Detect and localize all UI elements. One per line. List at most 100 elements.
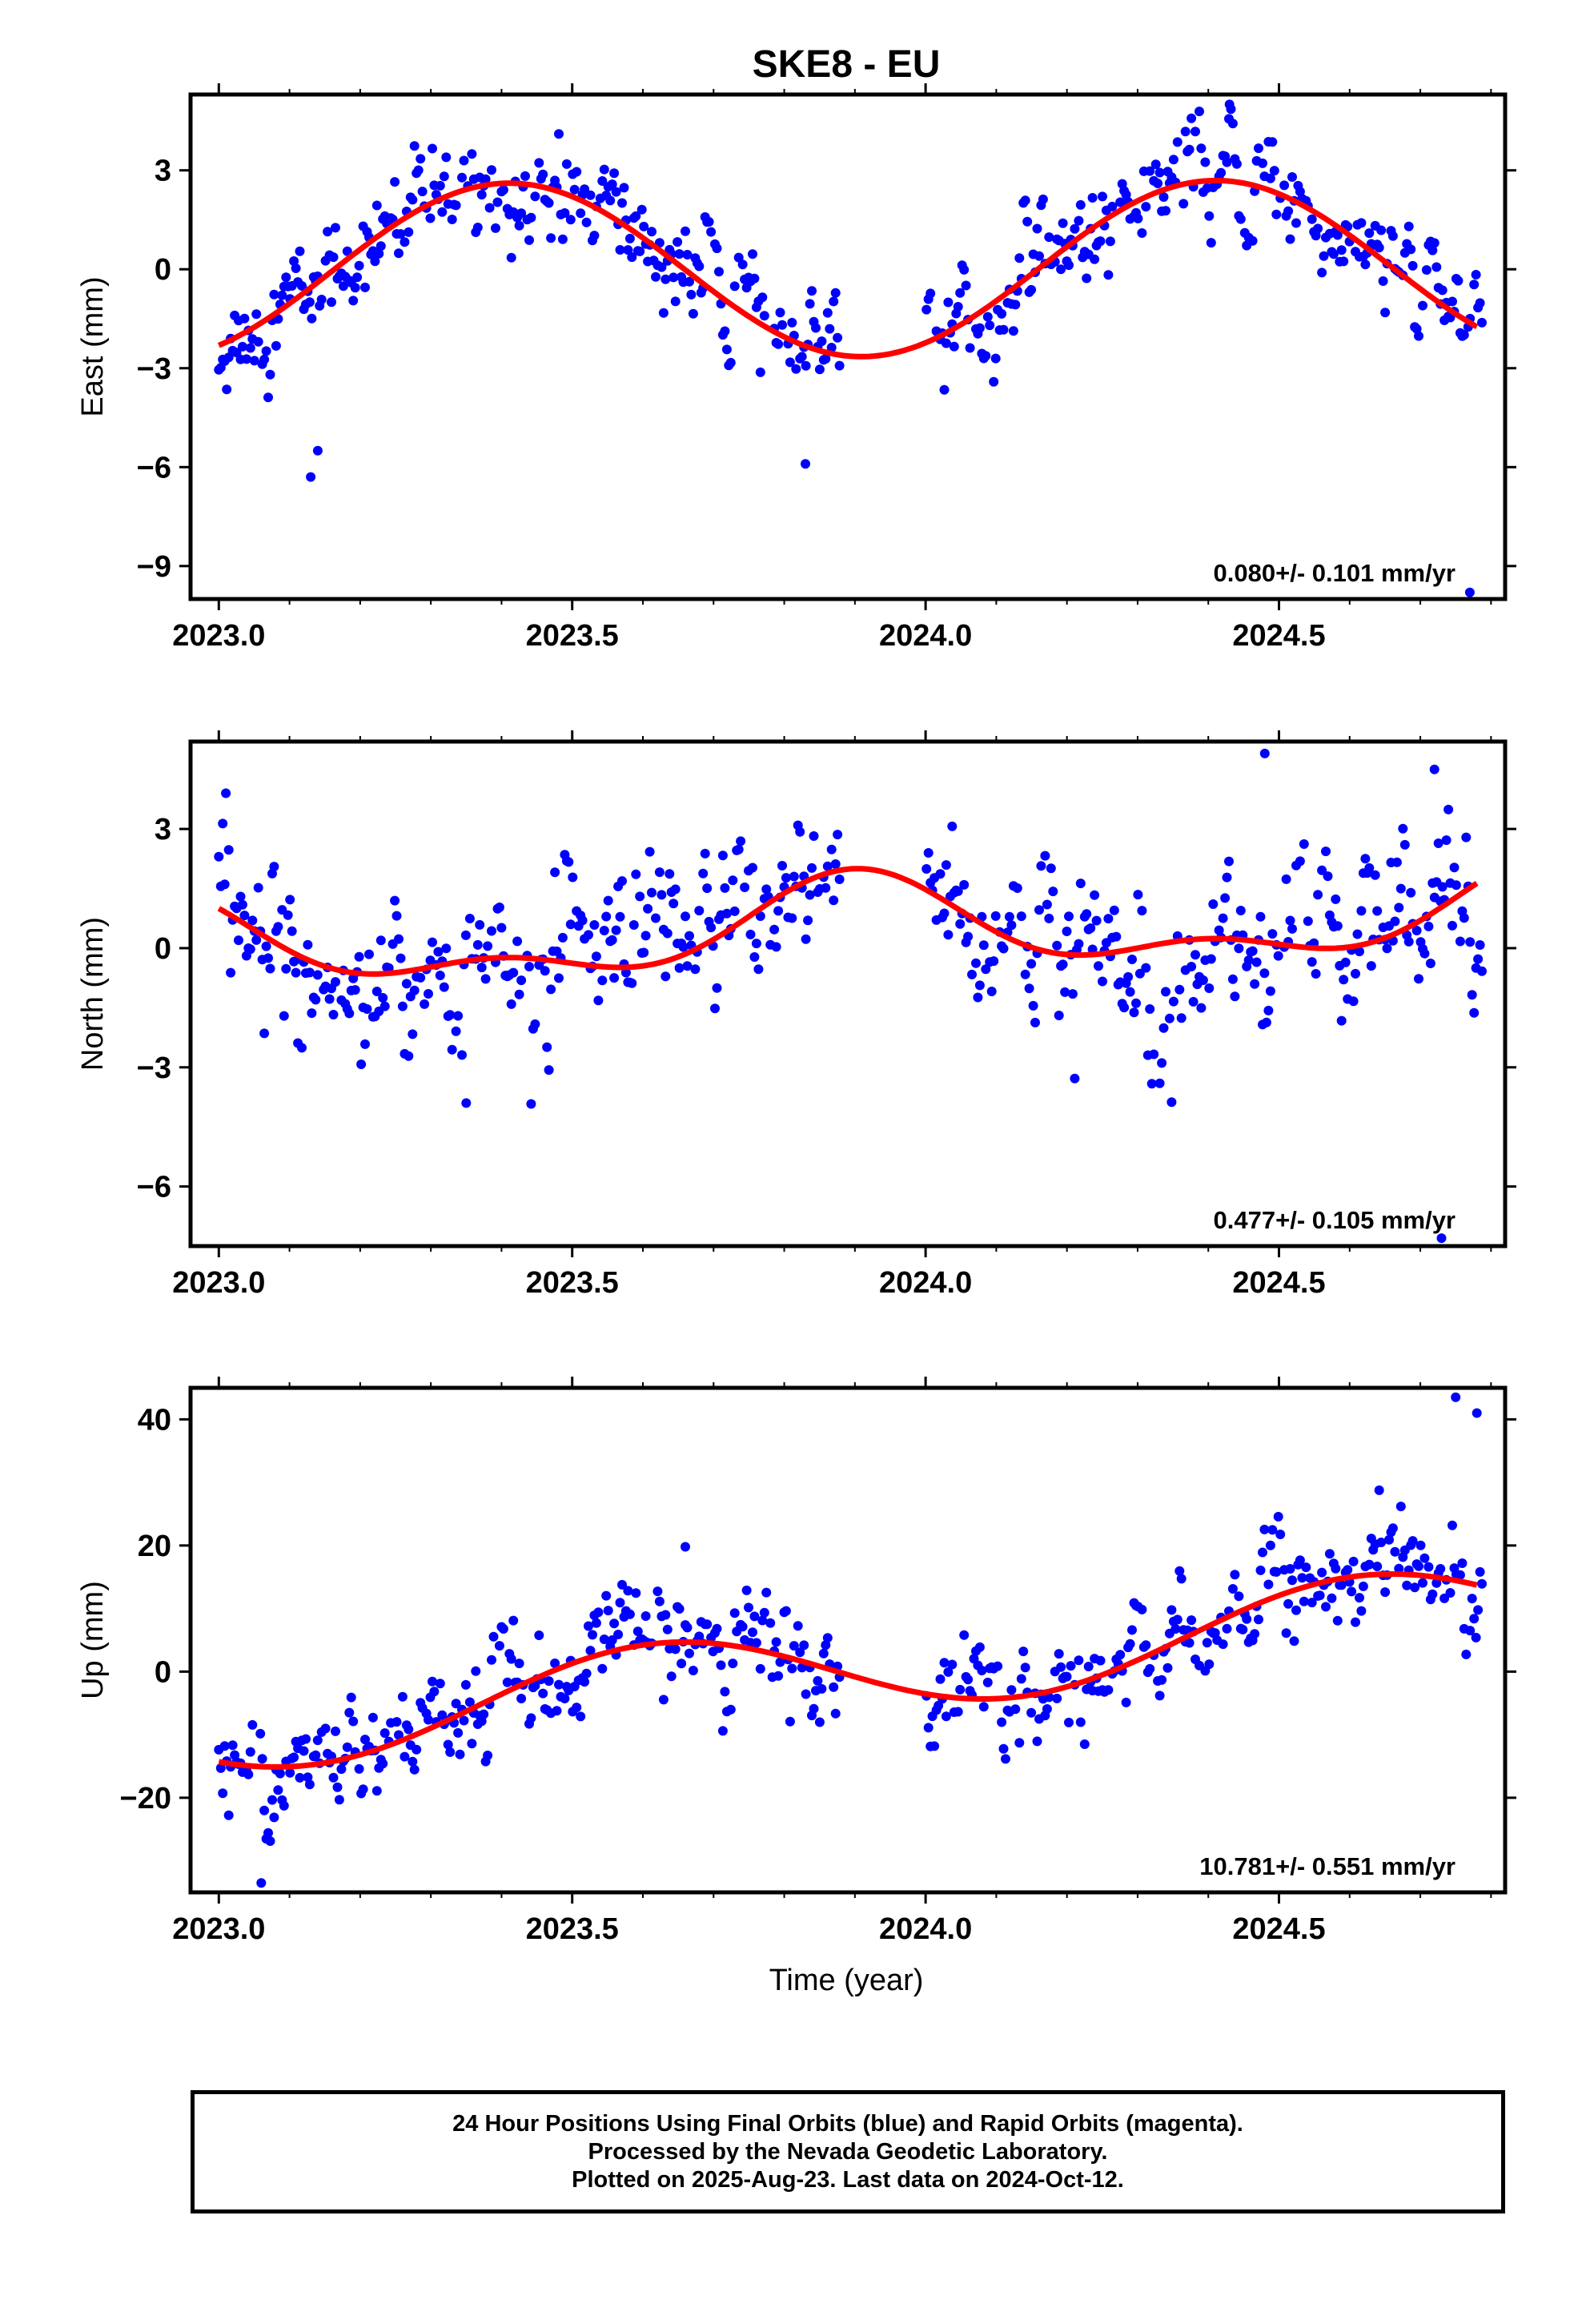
caption-line-3: Plotted on 2025-Aug-23. Last data on 202… (572, 2166, 1124, 2193)
data-point (1153, 179, 1163, 188)
data-point (1387, 1523, 1398, 1534)
data-point (1356, 218, 1367, 228)
data-point (1170, 1624, 1181, 1634)
data-point (1094, 961, 1103, 971)
data-point (817, 336, 827, 347)
data-point (1370, 870, 1380, 880)
plot-frame (188, 92, 1508, 601)
data-point (467, 149, 477, 159)
data-point (371, 200, 382, 211)
data-point (1064, 1717, 1074, 1727)
data-point (1074, 1655, 1084, 1666)
data-point (1402, 1580, 1412, 1590)
data-point (1317, 1567, 1327, 1578)
data-point (1026, 1707, 1037, 1718)
data-point (1472, 1408, 1482, 1418)
data-point (304, 967, 315, 978)
data-point (572, 167, 582, 177)
data-point (685, 931, 694, 941)
y-axis-label: North (mm) (76, 917, 110, 1071)
data-point (259, 1805, 270, 1815)
data-point (733, 844, 744, 854)
data-point (1347, 1586, 1357, 1597)
data-point (348, 296, 359, 306)
data-point (336, 1764, 347, 1775)
data-point (729, 1608, 740, 1618)
data-point (615, 245, 625, 255)
data-point (1020, 969, 1030, 979)
data-point (589, 920, 600, 930)
data-point (609, 973, 620, 983)
data-point (817, 1683, 827, 1694)
data-point (331, 223, 340, 233)
data-point (725, 1704, 736, 1715)
data-point (328, 1010, 339, 1019)
data-point (1145, 1663, 1155, 1674)
data-point (807, 286, 817, 296)
data-point (1376, 1538, 1387, 1547)
data-point (1162, 1663, 1173, 1673)
data-point (1216, 167, 1227, 178)
data-point (1423, 1562, 1434, 1572)
y-tick-label: 3 (155, 813, 171, 846)
data-point (757, 1615, 768, 1626)
data-point (247, 1719, 258, 1730)
data-point (1224, 99, 1235, 110)
data-point (737, 1622, 748, 1632)
data-point (965, 343, 975, 353)
data-point (1191, 127, 1200, 137)
data-point (400, 1751, 410, 1762)
data-point (923, 848, 934, 858)
data-points (214, 99, 1487, 597)
data-point (514, 220, 524, 231)
data-point (1443, 804, 1454, 814)
data-point (1265, 173, 1275, 183)
data-point (342, 1742, 352, 1752)
data-point (686, 289, 697, 300)
data-point (1352, 929, 1363, 939)
data-point (597, 1663, 608, 1674)
data-point (662, 928, 673, 939)
data-point (685, 276, 694, 287)
data-point (1172, 137, 1182, 147)
data-point (609, 1618, 620, 1629)
data-point (1360, 259, 1371, 270)
x-tick-label: 2024.5 (1232, 619, 1325, 653)
data-point (1391, 857, 1402, 867)
data-point (690, 964, 701, 975)
data-point (1048, 887, 1058, 897)
data-point (1273, 1511, 1283, 1522)
data-point (771, 942, 781, 952)
data-point (989, 376, 999, 387)
data-point (235, 891, 246, 902)
data-point (1016, 1674, 1026, 1684)
data-point (1254, 143, 1263, 154)
data-point (636, 204, 647, 215)
data-point (312, 445, 323, 456)
data-point (269, 1812, 279, 1823)
data-point (1384, 1534, 1394, 1545)
data-point (603, 1606, 613, 1616)
data-point (360, 282, 370, 292)
data-point (303, 939, 313, 950)
data-point (1467, 1594, 1477, 1604)
data-point (487, 1655, 496, 1665)
data-point (959, 1630, 970, 1640)
data-point (576, 1711, 586, 1722)
data-point (1020, 1663, 1030, 1673)
data-point (745, 929, 756, 939)
data-point (1471, 1632, 1481, 1642)
data-point (1340, 957, 1351, 967)
data-point (409, 1764, 420, 1775)
data-point (1235, 906, 1246, 915)
data-point (1145, 166, 1155, 176)
data-point (1339, 256, 1349, 267)
data-point (717, 850, 728, 861)
data-point (496, 923, 507, 933)
data-point (279, 1800, 289, 1811)
data-point (344, 1707, 355, 1718)
data-point (1200, 157, 1211, 167)
data-point (955, 1684, 966, 1695)
data-point (955, 919, 966, 929)
data-point (1382, 943, 1392, 954)
